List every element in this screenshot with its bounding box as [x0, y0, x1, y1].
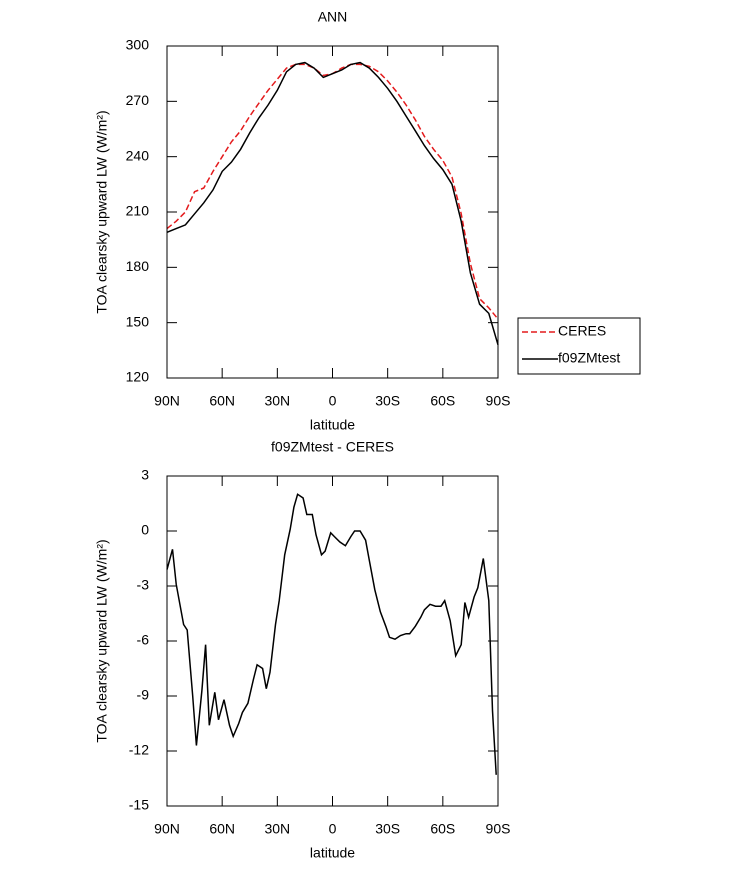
x-tick-label: 60S	[430, 821, 455, 837]
legend-label: CERES	[558, 323, 606, 339]
data-line	[166, 61, 499, 346]
x-tick-label: 30N	[264, 821, 290, 837]
y-axis-label: TOA clearsky upward LW (W/m²)	[94, 539, 110, 742]
y-tick-label: -9	[137, 687, 150, 703]
chart-title: ANN	[318, 9, 348, 25]
y-tick-label: 180	[126, 258, 150, 274]
x-tick-label: 60N	[209, 393, 235, 409]
x-tick-label: 30N	[264, 393, 290, 409]
x-tick-label: 30S	[375, 393, 400, 409]
x-tick-label: 60S	[430, 393, 455, 409]
x-tick-label: 0	[329, 821, 337, 837]
data-line	[166, 63, 499, 320]
y-tick-label: 150	[126, 313, 150, 329]
y-tick-label: 3	[141, 467, 149, 483]
x-tick-label: 30S	[375, 821, 400, 837]
y-tick-label: 300	[126, 37, 150, 53]
x-axis-label: latitude	[310, 845, 355, 861]
y-tick-label: 240	[126, 147, 150, 163]
y-tick-label: 0	[141, 522, 149, 538]
x-tick-label: 90S	[486, 393, 511, 409]
data-line	[166, 493, 497, 775]
x-tick-label: 90N	[154, 393, 180, 409]
legend-box	[517, 317, 641, 375]
x-tick-label: 0	[329, 393, 337, 409]
y-tick-label: 210	[126, 203, 150, 219]
chart-title: f09ZMtest - CERES	[271, 439, 394, 455]
y-axis-label: TOA clearsky upward LW (W/m²)	[94, 110, 110, 313]
panel: f09ZMtest - CERES latitude TOA clearsky up…	[94, 439, 511, 861]
plot-frame	[166, 45, 499, 379]
y-tick-label: -3	[137, 577, 150, 593]
legend-label: f09ZMtest	[558, 350, 620, 366]
x-tick-label: 90N	[154, 821, 180, 837]
y-tick-label: 120	[126, 369, 150, 385]
y-tick-label: -12	[129, 742, 149, 758]
y-tick-label: -6	[137, 632, 150, 648]
x-tick-label: 90S	[486, 821, 511, 837]
plot-frame	[166, 475, 499, 807]
panel: ANN latitude TOA clearsky upward LW (W/m²)…	[94, 9, 641, 433]
x-tick-label: 60N	[209, 821, 235, 837]
y-tick-label: -15	[129, 797, 149, 813]
y-tick-label: 270	[126, 92, 150, 108]
x-axis-label: latitude	[310, 417, 355, 433]
